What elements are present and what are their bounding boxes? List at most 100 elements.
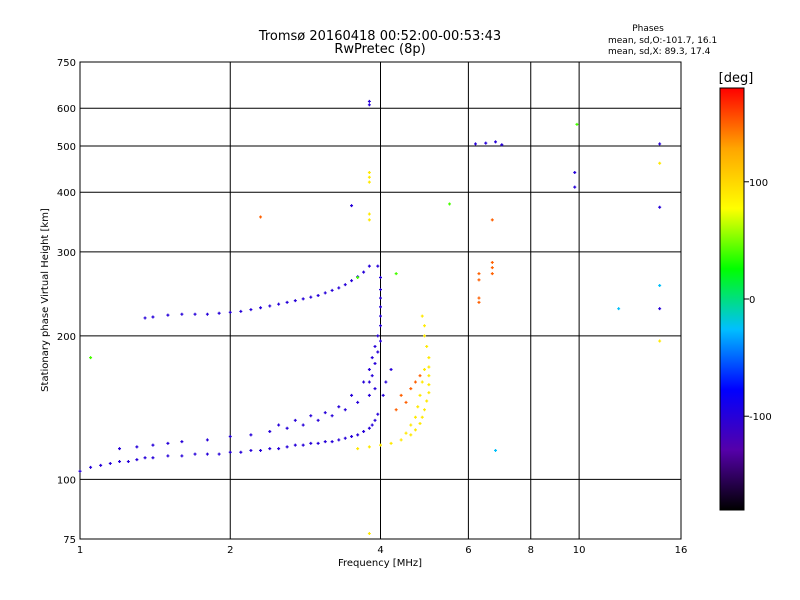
- data-point: [477, 272, 481, 276]
- data-point: [180, 454, 184, 458]
- data-point: [259, 306, 263, 310]
- data-point: [427, 374, 431, 378]
- data-point: [118, 447, 122, 451]
- data-point: [337, 286, 341, 290]
- data-point: [420, 415, 424, 419]
- data-point: [135, 458, 139, 462]
- data-point: [413, 428, 417, 432]
- data-point: [373, 418, 377, 422]
- data-point: [490, 266, 494, 270]
- y-tick-label: 500: [57, 142, 76, 153]
- data-point: [617, 307, 621, 311]
- data-point: [399, 393, 403, 397]
- data-point: [490, 272, 494, 276]
- data-point: [376, 412, 380, 416]
- data-point: [490, 260, 494, 264]
- data-point: [126, 460, 130, 464]
- data-point: [394, 408, 398, 412]
- data-point: [367, 393, 371, 397]
- data-point: [367, 380, 371, 384]
- data-point: [379, 443, 382, 447]
- colorbar-tick-label: -100: [749, 412, 772, 423]
- data-point: [494, 448, 498, 452]
- data-point: [118, 460, 122, 464]
- data-point: [422, 367, 426, 371]
- data-point: [259, 448, 263, 452]
- data-point: [418, 421, 422, 425]
- colorbar-tick-label: 0: [749, 295, 755, 306]
- data-point: [135, 445, 139, 449]
- data-point: [249, 308, 253, 312]
- data-point: [293, 418, 297, 422]
- data-point: [389, 367, 393, 371]
- data-point: [193, 452, 197, 456]
- data-point: [379, 324, 382, 328]
- gridlines: [80, 62, 681, 539]
- data-point: [384, 380, 388, 384]
- y-tick-label: 200: [57, 332, 76, 343]
- data-point: [381, 393, 385, 397]
- data-point: [376, 264, 380, 268]
- data-point: [277, 302, 281, 306]
- data-point: [166, 313, 170, 317]
- data-point: [367, 99, 371, 103]
- data-point: [409, 433, 413, 437]
- data-point: [404, 400, 408, 404]
- data-point: [316, 441, 320, 445]
- data-point: [268, 447, 272, 451]
- data-point: [658, 142, 662, 146]
- data-point: [205, 452, 209, 456]
- legend-line-x: mean, sd,X: 89.3, 17.4: [608, 47, 711, 57]
- data-point: [356, 276, 360, 280]
- data-point: [78, 469, 82, 473]
- data-point: [367, 264, 371, 268]
- data-point: [473, 142, 477, 146]
- data-point: [416, 405, 420, 409]
- x-tick-label: 6: [465, 545, 471, 556]
- data-point: [500, 143, 504, 147]
- data-point: [490, 218, 494, 222]
- data-point: [249, 448, 253, 452]
- data-point: [413, 380, 417, 384]
- data-point: [323, 291, 327, 295]
- data-point: [477, 300, 481, 304]
- data-point: [404, 431, 408, 435]
- data-point: [259, 215, 263, 219]
- x-axis-label: Frequency [MHz]: [338, 558, 422, 569]
- data-point: [427, 383, 431, 387]
- x-ticks: 1 2 4 6 8 10 16: [77, 545, 688, 556]
- data-point: [166, 441, 170, 445]
- data-point: [217, 311, 221, 315]
- data-point: [484, 141, 488, 145]
- data-point: [309, 414, 313, 418]
- data-point: [477, 278, 481, 282]
- data-point: [239, 450, 243, 454]
- data-point: [330, 288, 334, 292]
- legend-title: Phases: [632, 24, 664, 34]
- data-points: [78, 99, 662, 536]
- data-point: [373, 361, 377, 365]
- data-point: [228, 310, 232, 314]
- data-point: [367, 445, 371, 449]
- data-point: [268, 304, 272, 308]
- data-point: [205, 312, 209, 316]
- data-point: [323, 411, 327, 415]
- data-point: [379, 339, 382, 343]
- data-point: [89, 356, 93, 360]
- data-point: [293, 299, 297, 303]
- data-point: [573, 170, 577, 174]
- colorbar: [deg] 100 0 -100: [719, 71, 772, 511]
- data-point: [427, 365, 431, 369]
- data-point: [367, 218, 371, 222]
- data-point: [658, 205, 662, 209]
- y-tick-label: 600: [57, 104, 76, 115]
- data-point: [350, 204, 354, 208]
- chart-title: Tromsø 20160418 00:52:00-00:53:43: [258, 29, 501, 44]
- data-point: [418, 374, 422, 378]
- data-point: [448, 202, 452, 206]
- y-tick-label: 100: [57, 475, 76, 486]
- data-point: [350, 279, 354, 283]
- data-point: [151, 443, 155, 447]
- data-point: [356, 400, 360, 404]
- y-tick-label: 400: [57, 188, 76, 199]
